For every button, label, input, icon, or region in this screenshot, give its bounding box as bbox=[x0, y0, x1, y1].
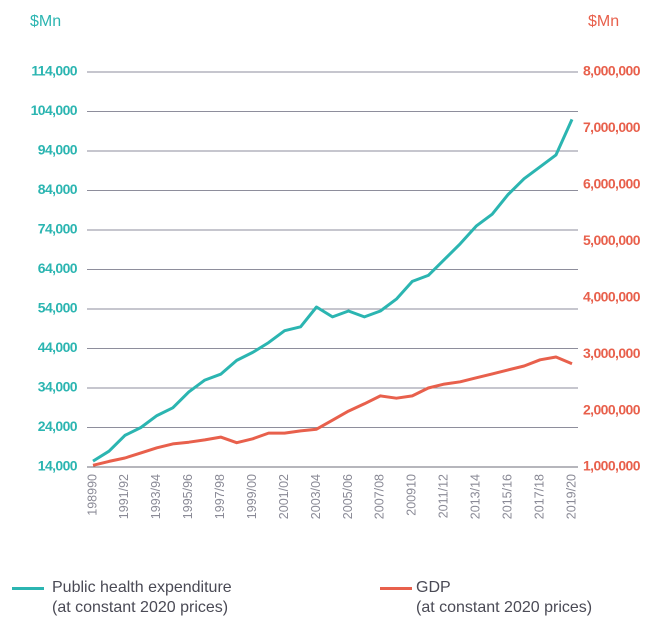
x-tick-label: 200910 bbox=[405, 474, 419, 516]
legend: Public health expenditure (at constant 2… bbox=[0, 578, 665, 628]
y-tick-label: 74,000 bbox=[38, 221, 78, 237]
x-tick-label: 2017/18 bbox=[532, 474, 546, 519]
y-tick-label: 24,000 bbox=[38, 418, 78, 434]
y2-tick-label: 4,000,000 bbox=[583, 288, 641, 304]
y2-tick-label: 3,000,000 bbox=[583, 345, 641, 361]
x-tick-label: 1995/96 bbox=[181, 474, 195, 519]
y-tick-label: 84,000 bbox=[38, 181, 78, 197]
y-tick-label: 34,000 bbox=[38, 379, 78, 395]
y-tick-label: 114,000 bbox=[31, 63, 77, 79]
y-tick-label: 104,000 bbox=[31, 102, 78, 118]
y2-axis-unit: $Mn bbox=[588, 13, 619, 30]
y2-tick-label: 2,000,000 bbox=[583, 401, 641, 417]
y2-tick-label: 1,000,000 bbox=[583, 458, 641, 474]
x-tick-label: 1997/98 bbox=[213, 474, 227, 519]
legend-label: GDP (at constant 2020 prices) bbox=[416, 579, 593, 616]
y-tick-label: 14,000 bbox=[38, 458, 78, 474]
y-tick-label: 94,000 bbox=[38, 142, 78, 158]
x-tick-label: 1993/94 bbox=[149, 474, 163, 519]
y-tick-label: 54,000 bbox=[38, 300, 78, 316]
x-tick-label: 1991/92 bbox=[117, 474, 131, 519]
y2-tick-label: 6,000,000 bbox=[583, 176, 641, 192]
y-tick-label: 64,000 bbox=[38, 260, 78, 276]
x-tick-label: 2001/02 bbox=[277, 474, 291, 519]
x-tick-label: 2011/12 bbox=[437, 474, 451, 518]
y-axis-unit: $Mn bbox=[30, 13, 61, 30]
x-tick-label: 2005/06 bbox=[341, 474, 355, 519]
x-tick-label: 2019/20 bbox=[564, 474, 578, 519]
y2-tick-label: 5,000,000 bbox=[583, 232, 641, 248]
x-tick-label: 2003/04 bbox=[309, 474, 323, 519]
y-tick-label: 44,000 bbox=[38, 339, 78, 355]
legend-swatch bbox=[380, 587, 412, 590]
legend-swatch bbox=[12, 587, 44, 590]
series-line bbox=[92, 355, 573, 467]
x-tick-label: 2013/14 bbox=[468, 474, 482, 519]
x-tick-label: 2015/16 bbox=[500, 474, 514, 519]
y2-tick-label: 7,000,000 bbox=[583, 119, 641, 135]
x-tick-label: 2007/08 bbox=[373, 474, 387, 519]
y2-tick-label: 8,000,000 bbox=[583, 63, 641, 79]
series-line bbox=[92, 118, 574, 463]
x-tick-label: 1999/00 bbox=[245, 474, 259, 519]
x-tick-label: 198990 bbox=[85, 474, 99, 516]
legend-label: Public health expenditure (at constant 2… bbox=[52, 579, 232, 616]
chart: $Mn $Mn 14,000 24,000 34,000 44,000 54,000 64… bbox=[30, 13, 641, 519]
